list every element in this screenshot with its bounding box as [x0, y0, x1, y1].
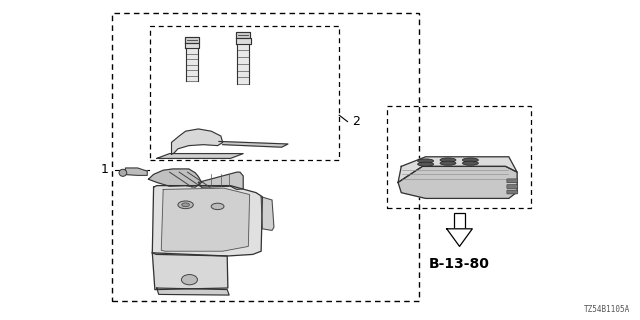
Ellipse shape: [440, 158, 456, 162]
Bar: [387, 106, 531, 208]
Text: 1: 1: [101, 163, 109, 176]
Circle shape: [211, 203, 224, 210]
Polygon shape: [261, 197, 274, 230]
Polygon shape: [198, 172, 243, 189]
FancyBboxPatch shape: [507, 179, 518, 183]
Polygon shape: [184, 43, 200, 48]
Ellipse shape: [462, 161, 479, 165]
Polygon shape: [157, 288, 229, 295]
Ellipse shape: [418, 159, 434, 163]
Polygon shape: [161, 188, 250, 251]
Polygon shape: [123, 168, 147, 175]
FancyBboxPatch shape: [507, 185, 518, 188]
Ellipse shape: [182, 275, 197, 285]
Polygon shape: [157, 154, 243, 158]
Bar: [150, 26, 339, 160]
Circle shape: [178, 201, 193, 209]
Polygon shape: [186, 48, 198, 81]
Polygon shape: [152, 186, 262, 256]
Polygon shape: [185, 37, 199, 43]
Polygon shape: [172, 129, 223, 154]
Polygon shape: [236, 38, 251, 44]
Polygon shape: [152, 253, 228, 290]
Ellipse shape: [119, 169, 127, 176]
Polygon shape: [236, 32, 250, 38]
FancyBboxPatch shape: [507, 190, 518, 194]
Circle shape: [182, 203, 189, 207]
Ellipse shape: [418, 162, 434, 166]
Polygon shape: [398, 157, 517, 182]
Text: B-13-80: B-13-80: [429, 257, 490, 271]
Bar: [454, 213, 465, 229]
Ellipse shape: [462, 158, 479, 162]
Text: TZ54B1105A: TZ54B1105A: [584, 305, 630, 314]
Polygon shape: [219, 141, 288, 147]
Text: 2: 2: [352, 115, 360, 128]
Ellipse shape: [440, 161, 456, 165]
Polygon shape: [148, 169, 202, 187]
Polygon shape: [447, 229, 472, 246]
Polygon shape: [398, 166, 517, 198]
Polygon shape: [237, 44, 249, 84]
Bar: [112, 13, 419, 301]
